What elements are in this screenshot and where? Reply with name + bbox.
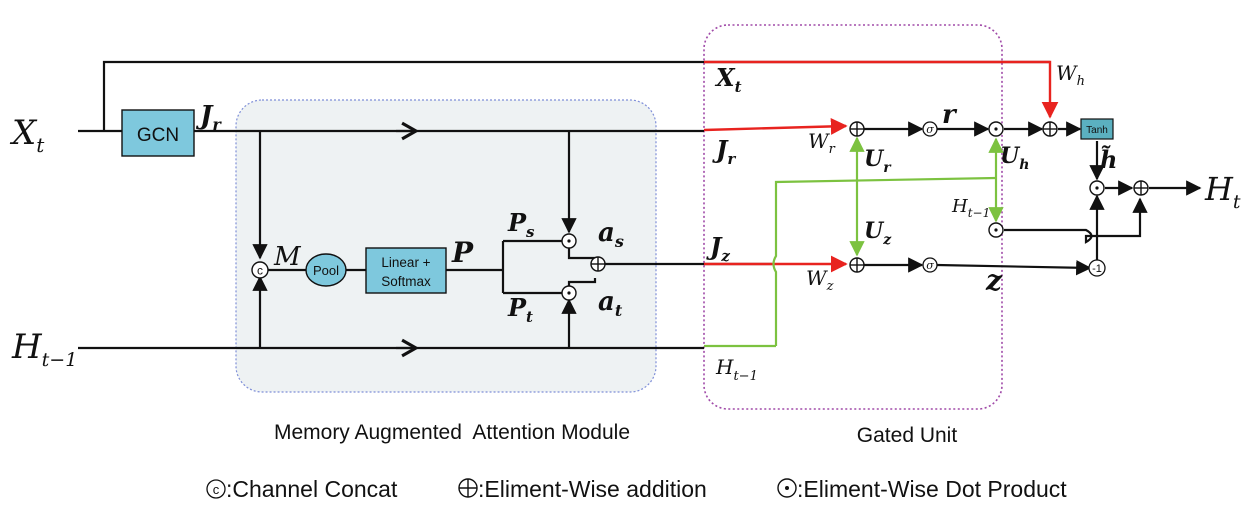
label-j-r-gate: Jr (712, 135, 736, 168)
memory-module-title: Memory Augmented Attention Module (274, 421, 630, 444)
label-a-s: as (598, 218, 624, 251)
label-h-prev-green: Ht−1 (715, 355, 758, 384)
one-minus-node (1088, 259, 1106, 277)
pool-block-label: Pool (313, 263, 339, 278)
legend-add-icon (458, 478, 478, 498)
label-a-t: at (598, 287, 623, 320)
memory-module-box (235, 99, 657, 393)
label-x-t-gate: Xt (714, 63, 742, 96)
legend-dot-text: :Eliment-Wise Dot Product (797, 476, 1067, 502)
label-j-r: Jr (195, 101, 222, 134)
update-plus-node (849, 257, 865, 273)
gcn-block (121, 109, 195, 157)
linear-block-label-line1: Linear + (381, 255, 430, 270)
label-w-z: Wz (806, 266, 834, 294)
legend-concat-text: :Channel Concat (226, 476, 398, 502)
tanh-block (1080, 118, 1114, 140)
tanh-block-label: Tanh (1086, 125, 1108, 136)
legend: c :Channel Concat :Eliment-Wise addition… (206, 476, 1067, 502)
legend-concat-symbol: c (213, 482, 220, 497)
green-wires (704, 136, 1004, 348)
linear-block-label-line2: Softmax (381, 274, 431, 289)
label-x-t: Xt (9, 113, 45, 157)
candidate-plus-node (1042, 121, 1058, 137)
sigma-z-label: σ (926, 259, 934, 272)
reset-plus-node (849, 121, 865, 137)
label-u-r: Ur (864, 146, 892, 176)
gcn-block-label: GCN (137, 125, 179, 146)
dot-operators (561, 121, 1105, 301)
concat-node (251, 261, 269, 279)
pool-block (305, 253, 347, 287)
sigma-z-node (922, 257, 938, 273)
sigma-r-label: σ (926, 123, 934, 136)
attention-plus-node (590, 256, 606, 272)
gated-unit-box (703, 24, 1003, 410)
concat-node-label: c (257, 264, 263, 278)
label-u-z: Uz (864, 218, 892, 248)
label-r: r (942, 100, 958, 130)
label-h-tilde: h̃ (1100, 145, 1117, 174)
linear-softmax-block (365, 247, 447, 294)
label-p: P (451, 236, 474, 269)
one-minus-label: -1 (1092, 263, 1102, 275)
red-wires (703, 60, 1059, 273)
gated-unit-title: Gated Unit (857, 424, 958, 447)
label-j-z: Jz (706, 232, 730, 265)
label-p-s: Ps (507, 208, 535, 241)
label-h-prev-gate: Ht−1 (951, 196, 990, 220)
label-w-r: Wr (808, 129, 836, 157)
label-h-prev: Ht−1 (11, 327, 77, 371)
label-w-h: Wh (1056, 61, 1085, 89)
legend-add-text: :Eliment-Wise addition (478, 476, 707, 502)
label-p-t: Pt (507, 293, 533, 326)
label-u-h: Uh (1000, 143, 1029, 173)
output-plus-node (1133, 180, 1149, 196)
label-m: M (273, 242, 302, 272)
label-z: z (985, 264, 1003, 297)
label-h-t: Ht (1204, 170, 1241, 213)
sigma-r-node (922, 121, 938, 137)
legend-concat-icon (206, 479, 226, 499)
gated-black-wires (864, 121, 1202, 276)
legend-dot-icon (777, 478, 797, 498)
plus-operators (590, 121, 1149, 273)
